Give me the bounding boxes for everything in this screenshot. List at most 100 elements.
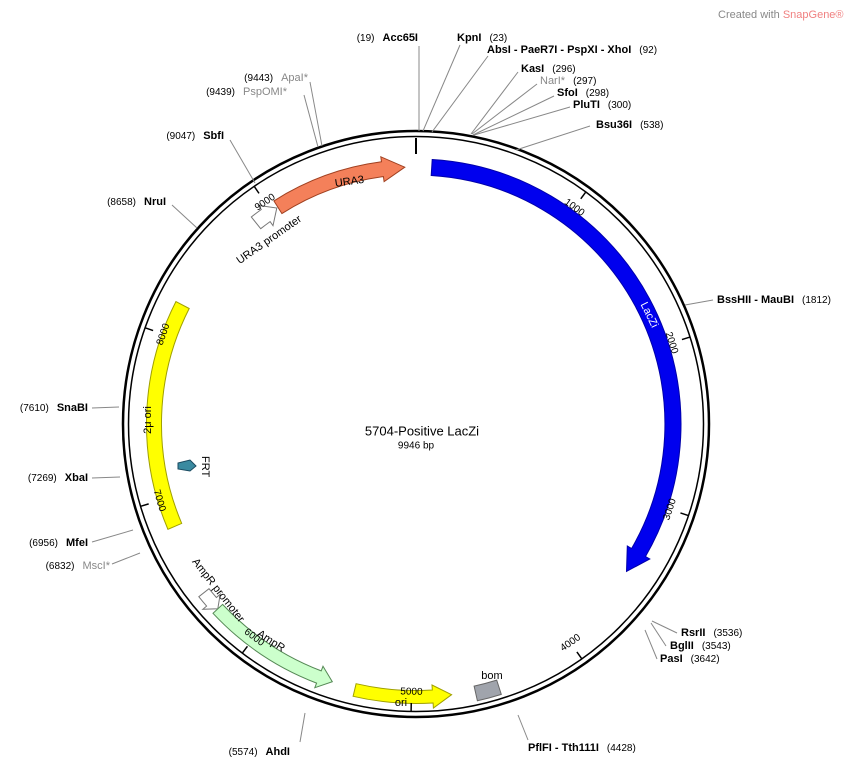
site-label: AbsI - PaeR7I - PspXI - XhoI (92) xyxy=(487,44,657,56)
ruler-tick xyxy=(580,191,587,200)
site-position: (9443) xyxy=(244,73,273,84)
site-label: (6832) MscI* xyxy=(46,560,111,572)
site-name: ApaI* xyxy=(281,72,309,84)
site-label: (9047) SbfI xyxy=(166,130,224,142)
site-leader xyxy=(517,714,529,741)
site-name: SfoI xyxy=(557,87,578,99)
site-leader xyxy=(422,44,461,132)
site-label: RsrII (3536) xyxy=(681,627,742,639)
site-name: NruI xyxy=(144,196,166,208)
site-leader xyxy=(684,299,714,306)
site-leader xyxy=(299,712,306,743)
site-label: SfoI (298) xyxy=(557,87,609,99)
site-leader xyxy=(91,476,121,479)
site-position: (297) xyxy=(573,76,596,87)
feature-label: 2μ ori xyxy=(142,406,154,434)
site-name: KpnI xyxy=(457,32,481,44)
site-label: PluTI (300) xyxy=(573,99,631,111)
site-leader xyxy=(473,106,571,136)
feature-label: ori xyxy=(395,697,407,709)
site-position: (23) xyxy=(489,33,507,44)
site-label: PasI (3642) xyxy=(660,653,720,665)
site-label: KasI (296) xyxy=(521,63,576,75)
frt-arrow xyxy=(177,459,197,472)
ruler-tick xyxy=(576,651,583,659)
site-label: (7610) SnaBI xyxy=(20,402,88,414)
feature-arrow xyxy=(430,158,682,573)
site-name: Acc65I xyxy=(383,32,418,44)
ruler-label: 5000 xyxy=(400,686,423,697)
site-position: (7269) xyxy=(28,473,57,484)
site-name: MscI* xyxy=(83,560,111,572)
feature-arrow xyxy=(273,155,406,215)
ruler-tick xyxy=(681,336,690,341)
site-label: (7269) XbaI xyxy=(28,472,88,484)
site-position: (8658) xyxy=(107,197,136,208)
sites: (19) Acc65I KpnI (23)AbsI - PaeR7I - PspXI … xyxy=(20,32,831,758)
site-position: (19) xyxy=(357,33,375,44)
plasmid-size: 9946 bp xyxy=(398,441,435,452)
ruler-tick xyxy=(145,327,154,332)
site-position: (5574) xyxy=(229,747,258,758)
ruler-label: 4000 xyxy=(558,632,583,654)
watermark: Created with SnapGene® xyxy=(718,9,844,21)
site-label: KpnI (23) xyxy=(457,32,507,44)
watermark-brand: SnapGene® xyxy=(783,9,844,21)
site-name: PasI xyxy=(660,653,683,665)
site-position: (3642) xyxy=(691,654,720,665)
site-position: (92) xyxy=(639,45,657,56)
site-leader xyxy=(515,125,591,151)
site-name: AhdI xyxy=(266,746,290,758)
ruler-tick xyxy=(253,186,260,194)
site-name: Bsu36I xyxy=(596,119,632,131)
site-leader xyxy=(111,552,141,565)
site-leader xyxy=(303,94,319,148)
site-name: SnaBI xyxy=(57,402,88,414)
site-name: PluTI xyxy=(573,99,600,111)
site-position: (7610) xyxy=(20,403,49,414)
site-position: (538) xyxy=(640,120,663,131)
watermark-prefix: Created with xyxy=(718,9,780,21)
site-name: SbfI xyxy=(203,130,224,142)
site-position: (1812) xyxy=(802,295,831,306)
site-name: BglII xyxy=(670,640,694,652)
site-position: (6832) xyxy=(46,561,75,572)
site-position: (296) xyxy=(552,64,575,75)
feature-label: URA3 xyxy=(334,174,365,190)
site-label: NarI* (297) xyxy=(540,75,596,87)
site-leader xyxy=(472,95,555,136)
site-leader xyxy=(229,139,256,184)
site-label: (9443) ApaI* xyxy=(244,72,309,84)
site-leader xyxy=(309,81,323,147)
site-name: BssHII - MauBI xyxy=(717,294,794,306)
site-leader xyxy=(91,529,134,543)
site-position: (4428) xyxy=(607,743,636,754)
site-name: PflFI - Tth111I xyxy=(528,742,599,754)
site-leader xyxy=(651,620,678,634)
feature-arrow xyxy=(250,204,278,230)
site-position: (298) xyxy=(586,88,609,99)
site-position: (300) xyxy=(608,100,631,111)
site-label: (8658) NruI xyxy=(107,196,166,208)
site-label: (19) Acc65I xyxy=(357,32,418,44)
site-name: NarI* xyxy=(540,75,566,87)
site-leader xyxy=(644,629,658,660)
site-label: (5574) AhdI xyxy=(229,746,290,758)
ruler-tick xyxy=(140,503,149,507)
feature-arrow xyxy=(352,683,453,709)
feature-arrow xyxy=(146,300,190,530)
site-name: KasI xyxy=(521,63,544,75)
backbone-inner xyxy=(127,135,705,713)
site-label: BssHII - MauBI (1812) xyxy=(717,294,831,306)
site-position: (3543) xyxy=(702,641,731,652)
site-leader xyxy=(650,622,667,647)
site-position: (3536) xyxy=(713,628,742,639)
site-label: (9439) PspOMI* xyxy=(206,86,288,98)
feature-label: FRT xyxy=(199,456,211,477)
site-label: Bsu36I (538) xyxy=(596,119,663,131)
site-position: (9439) xyxy=(206,87,235,98)
site-label: BglII (3543) xyxy=(670,640,731,652)
ruler-tick xyxy=(242,645,249,654)
site-label: (6956) MfeI xyxy=(29,537,88,549)
